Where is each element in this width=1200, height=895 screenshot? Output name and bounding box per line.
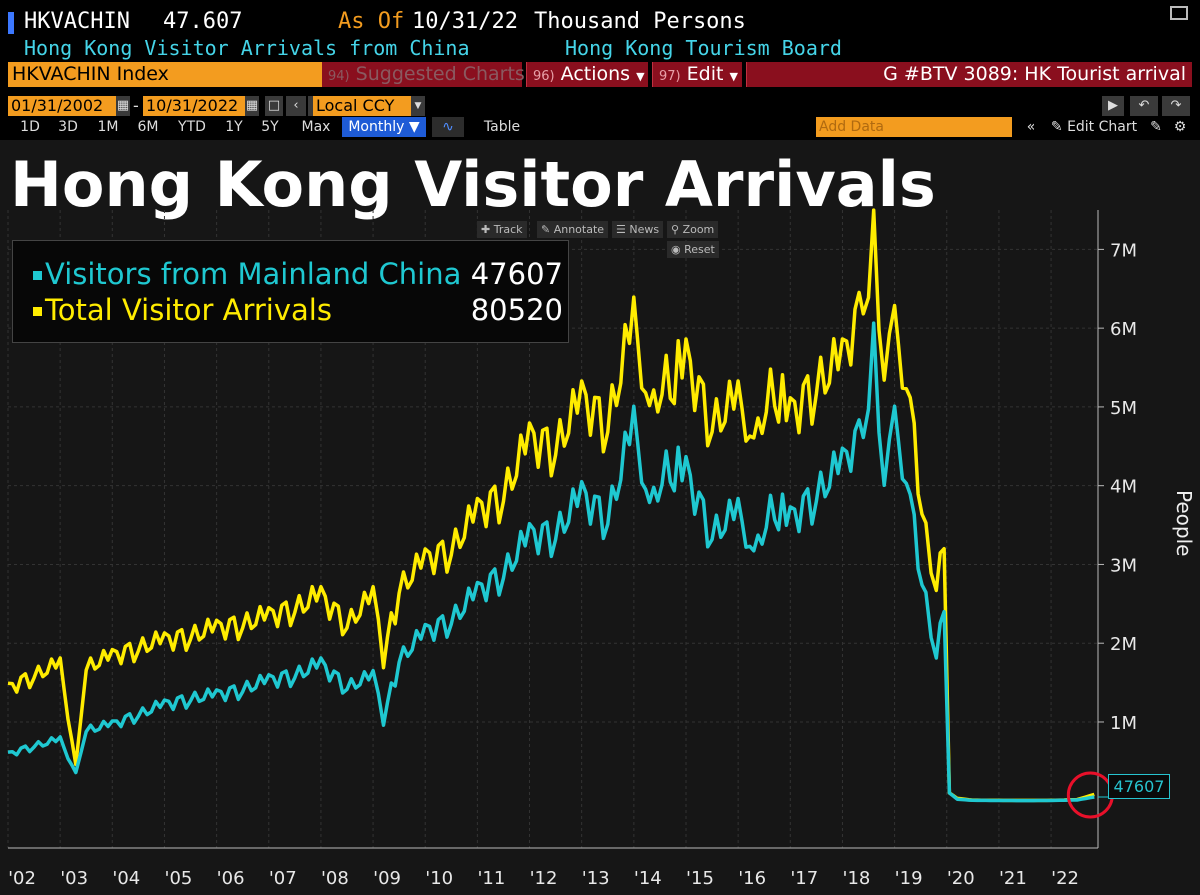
y-tick-label: 6M	[1110, 319, 1137, 340]
x-tick-label: '14	[634, 868, 662, 889]
x-tick-label: '16	[738, 868, 766, 889]
x-tick-label: '10	[425, 868, 453, 889]
date-bar: 01/31/2002 ▦ - 10/31/2022 ▦ □ ‹ › Local …	[0, 96, 1200, 116]
legend-label: Visitors from Mainland China	[45, 257, 462, 291]
redo-icon[interactable]: ↷	[1162, 96, 1190, 116]
x-tick-label: '21	[999, 868, 1027, 889]
range-max[interactable]: Max	[301, 119, 331, 135]
x-tick-label: '12	[530, 868, 558, 889]
security-description: Hong Kong Visitor Arrivals from China	[24, 36, 470, 60]
series-line-mainland	[7, 321, 1095, 803]
x-tick-label: '17	[790, 868, 818, 889]
line-chart-icon[interactable]: ∿	[432, 117, 464, 137]
x-tick-label: '02	[8, 868, 36, 889]
chevron-down-icon: ▼	[729, 70, 738, 83]
legend-value: 47607	[470, 257, 563, 291]
ticker-code: HKVACHIN	[24, 9, 130, 34]
y-tick-label: 1M	[1110, 713, 1137, 734]
legend-item-mainland: Visitors from Mainland China 47607	[33, 257, 563, 293]
security-header: HKVACHIN 47.607 As Of 10/31/22 Thousand …	[0, 6, 1200, 36]
suggested-charts-menu[interactable]: 94) Suggested Charts	[322, 62, 525, 87]
range-1d[interactable]: 1D	[20, 119, 40, 135]
start-date-field[interactable]: 01/31/2002	[8, 96, 116, 116]
x-tick-label: '19	[895, 868, 923, 889]
annotate-tool[interactable]: ✎ Annotate	[537, 221, 609, 238]
settings-icon[interactable]: ✎	[1150, 119, 1162, 135]
zoom-tool[interactable]: ⚲ Zoom	[667, 221, 719, 238]
y-tick-label: 5M	[1110, 398, 1137, 419]
last-value-label: 47607	[1108, 774, 1170, 799]
chart-legend: Visitors from Mainland China 47607 Total…	[12, 240, 569, 343]
edit-chart-button[interactable]: ✎ Edit Chart	[1050, 119, 1138, 135]
track-tool[interactable]: ✚ Track	[477, 221, 527, 238]
x-tick-label: '09	[373, 868, 401, 889]
range-1m[interactable]: 1M	[97, 119, 119, 135]
index-field[interactable]: HKVACHIN Index	[8, 62, 322, 87]
chart-title: Hong Kong Visitor Arrivals	[10, 148, 936, 221]
range-6m[interactable]: 6M	[137, 119, 159, 135]
present-icon[interactable]: ▶	[1102, 96, 1124, 116]
x-tick-label: '05	[165, 868, 193, 889]
legend-label: Total Visitor Arrivals	[45, 293, 332, 327]
collapse-icon[interactable]: «	[1026, 119, 1036, 135]
zoom-out-icon[interactable]: □	[265, 96, 283, 116]
y-axis-label: People	[1172, 490, 1196, 557]
end-date-field[interactable]: 10/31/2022	[143, 96, 245, 116]
x-tick-label: '03	[60, 868, 88, 889]
range-1y[interactable]: 1Y	[225, 119, 243, 135]
as-of-label: As Of	[338, 9, 405, 34]
command-bar: HKVACHIN Index 94) Suggested Charts 96) …	[0, 62, 1200, 87]
y-tick-label: 3M	[1110, 555, 1137, 576]
as-of-date: 10/31/22	[412, 9, 518, 34]
x-tick-label: '11	[477, 868, 505, 889]
calendar-icon[interactable]: ▦	[116, 96, 130, 116]
x-tick-label: '13	[582, 868, 610, 889]
range-bar: 1D 3D 1M 6M YTD 1Y 5Y Max Monthly ▼ ∿ Ta…	[0, 117, 1200, 137]
table-button[interactable]: Table	[483, 119, 521, 135]
x-tick-label: '15	[686, 868, 714, 889]
actions-menu[interactable]: 96) Actions ▼	[526, 62, 648, 87]
x-tick-label: '18	[843, 868, 871, 889]
y-axis-label-wrap: People	[1172, 490, 1196, 570]
graph-title-field[interactable]: G #BTV 3089: HK Tourist arrival	[746, 62, 1192, 87]
legend-swatch	[33, 271, 42, 280]
reset-tool[interactable]: ◉ Reset	[667, 241, 719, 258]
currency-select[interactable]: Local CCY	[313, 96, 413, 116]
y-tick-label: 7M	[1110, 240, 1137, 261]
date-separator: -	[133, 96, 139, 115]
y-tick-label: 2M	[1110, 634, 1137, 655]
legend-swatch	[33, 307, 42, 316]
chevron-down-icon: ▼	[636, 70, 645, 83]
x-tick-label: '08	[321, 868, 349, 889]
security-marker	[8, 12, 14, 34]
chevron-left-icon[interactable]: ‹	[286, 96, 306, 116]
security-description-row: Hong Kong Visitor Arrivals from China Ho…	[0, 36, 1200, 62]
undo-icon[interactable]: ↶	[1130, 96, 1158, 116]
chevron-down-icon: ▼	[408, 119, 420, 135]
edit-menu[interactable]: 97) Edit ▼	[652, 62, 742, 87]
units-label: Thousand Persons	[534, 9, 746, 34]
x-tick-label: '06	[217, 868, 245, 889]
add-data-input[interactable]: Add Data	[816, 117, 1012, 137]
data-source: Hong Kong Tourism Board	[565, 36, 842, 60]
news-tool[interactable]: ☰ News	[612, 221, 664, 238]
legend-value: 80520	[470, 293, 563, 327]
range-ytd[interactable]: YTD	[178, 119, 206, 135]
series-line-total	[7, 208, 1095, 803]
y-tick-label: 4M	[1110, 477, 1137, 498]
last-value: 47.607	[163, 9, 243, 34]
chevron-down-icon[interactable]: ▼	[411, 96, 425, 116]
x-tick-label: '04	[112, 868, 140, 889]
range-5y[interactable]: 5Y	[261, 119, 279, 135]
x-tick-label: '20	[947, 868, 975, 889]
x-tick-label: '07	[269, 868, 297, 889]
tools-icon[interactable]: ⚙	[1173, 119, 1187, 135]
window-restore-icon[interactable]	[1170, 6, 1188, 20]
range-3d[interactable]: 3D	[58, 119, 78, 135]
legend-item-total: Total Visitor Arrivals 80520	[33, 293, 563, 329]
frequency-select[interactable]: Monthly ▼	[342, 117, 426, 137]
calendar-icon[interactable]: ▦	[245, 96, 259, 116]
x-tick-label: '22	[1051, 868, 1079, 889]
